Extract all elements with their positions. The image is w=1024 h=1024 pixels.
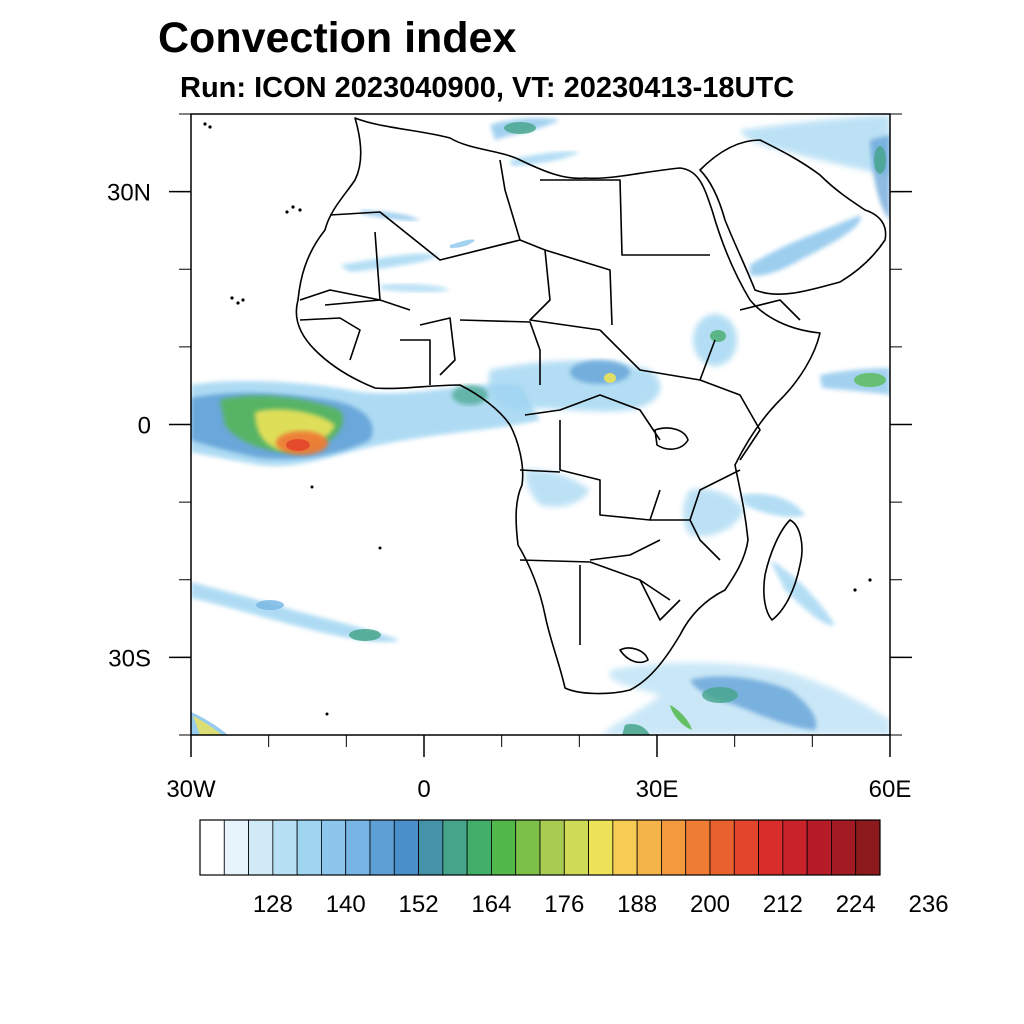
colorbar-label: 200 bbox=[690, 891, 730, 918]
africa-coastline bbox=[295, 117, 821, 695]
colorbar-box bbox=[296, 819, 322, 876]
arabia-coastline bbox=[699, 139, 887, 295]
coastlines-borders bbox=[295, 117, 887, 695]
colorbar-box bbox=[733, 819, 759, 876]
colorbar-box bbox=[685, 819, 711, 876]
colorbar-box bbox=[563, 819, 589, 876]
x-tick-label: 0 bbox=[417, 776, 430, 803]
colorbar-box bbox=[806, 819, 832, 876]
colorbar-box bbox=[636, 819, 662, 876]
colorbar: 128 140 152 164 176 188 200 212 224 236 bbox=[199, 819, 949, 918]
colorbar-box bbox=[491, 819, 517, 876]
colorbar-box bbox=[855, 819, 881, 876]
axes: 30W 0 30E 60E 30N 0 30S bbox=[107, 113, 912, 803]
x-tick-label: 30E bbox=[636, 776, 679, 803]
colorbar-box bbox=[831, 819, 857, 876]
colorbar-box bbox=[418, 819, 444, 876]
colorbar-frame bbox=[199, 819, 881, 876]
colorbar-label: 224 bbox=[836, 891, 876, 918]
colorbar-box bbox=[321, 819, 347, 876]
colorbar-box bbox=[782, 819, 808, 876]
chart-title: Convection index bbox=[158, 14, 517, 62]
colorbar-box bbox=[223, 819, 249, 876]
colorbar-label: 140 bbox=[326, 891, 366, 918]
y-tick-label: 30N bbox=[107, 180, 151, 207]
colorbar-box bbox=[272, 819, 298, 876]
x-tick-label: 30W bbox=[166, 776, 216, 803]
colorbar-label: 176 bbox=[544, 891, 584, 918]
colorbar-label: 164 bbox=[471, 891, 511, 918]
colorbar-box bbox=[345, 819, 371, 876]
colorbar-box bbox=[709, 819, 735, 876]
x-tick-label: 60E bbox=[869, 776, 912, 803]
colorbar-box bbox=[393, 819, 419, 876]
colorbar-label: 152 bbox=[399, 891, 439, 918]
y-tick-label: 30S bbox=[108, 645, 151, 672]
islands bbox=[203, 122, 872, 716]
colorbar-box bbox=[515, 819, 541, 876]
colorbar-box bbox=[248, 819, 274, 876]
colorbar-box bbox=[588, 819, 614, 876]
colorbar-box bbox=[369, 819, 395, 876]
colorbar-label: 236 bbox=[909, 891, 949, 918]
colorbar-label: 188 bbox=[617, 891, 657, 918]
colorbar-box bbox=[758, 819, 784, 876]
colorbar-box bbox=[442, 819, 468, 876]
colorbar-label: 212 bbox=[763, 891, 803, 918]
madagascar-coastline bbox=[763, 519, 803, 621]
y-tick-label: 0 bbox=[138, 413, 151, 440]
colorbar-box bbox=[466, 819, 492, 876]
colorbar-box bbox=[199, 819, 225, 876]
colorbar-box bbox=[661, 819, 687, 876]
convection-field bbox=[191, 115, 890, 735]
colorbar-box bbox=[539, 819, 565, 876]
colorbar-box bbox=[612, 819, 638, 876]
colorbar-label: 128 bbox=[253, 891, 293, 918]
chart-subtitle: Run: ICON 2023040900, VT: 20230413-18UTC bbox=[180, 72, 795, 104]
